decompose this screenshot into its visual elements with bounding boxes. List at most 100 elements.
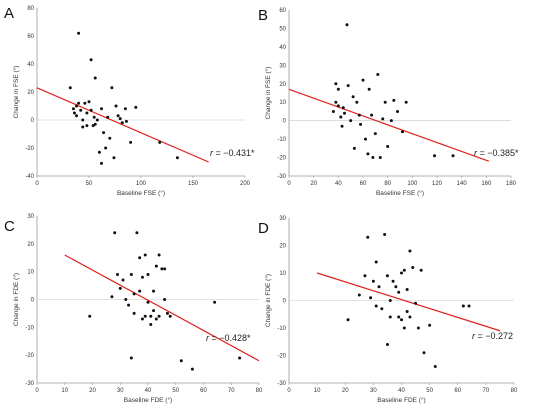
y-tick-label: -40 (25, 174, 34, 180)
data-point (157, 314, 161, 318)
y-tick-label: 60 (279, 8, 286, 14)
data-point (190, 367, 194, 371)
data-point (386, 144, 390, 148)
data-point (81, 125, 85, 129)
y-tick-label: 20 (279, 244, 286, 250)
data-point (154, 317, 158, 321)
x-tick-label: 100 (136, 181, 147, 187)
data-point (381, 117, 385, 121)
data-point (138, 256, 142, 260)
data-point (93, 122, 97, 126)
data-point (392, 98, 396, 102)
data-point (433, 154, 437, 158)
data-point (83, 101, 87, 105)
data-point (99, 107, 103, 111)
x-tick-label: 70 (483, 388, 490, 394)
x-tick-label: 120 (432, 181, 443, 187)
x-tick-label: 60 (200, 388, 207, 394)
data-point (467, 304, 471, 308)
x-axis-label: Baseline FDE (°) (124, 396, 172, 404)
x-tick-label: 30 (117, 388, 124, 394)
correlation-symbol: r (206, 333, 210, 343)
data-point (374, 260, 378, 264)
y-tick-label: 80 (27, 6, 34, 12)
y-axis-label: Change in FSE (°) (264, 67, 272, 120)
data-point (331, 109, 335, 113)
data-point (87, 100, 91, 104)
y-tick-label: 20 (279, 82, 286, 88)
data-point (138, 289, 142, 293)
data-point (397, 315, 401, 319)
data-point (400, 318, 403, 322)
data-point (422, 351, 426, 355)
y-tick-label: -10 (277, 326, 286, 332)
data-point (179, 359, 183, 363)
data-point (71, 107, 75, 111)
data-point (104, 146, 108, 150)
x-tick-label: 50 (86, 181, 93, 187)
data-point (88, 314, 92, 318)
data-point (106, 115, 110, 119)
data-point (361, 78, 365, 82)
data-point (168, 314, 172, 318)
panel-letter: A (4, 5, 14, 22)
data-point (79, 108, 83, 112)
y-tick-label: -20 (277, 354, 286, 360)
data-point (371, 279, 375, 283)
data-point (336, 87, 340, 91)
data-point (118, 286, 122, 290)
x-tick-label: 70 (228, 388, 235, 394)
correlation-label: r = −0.385* (474, 148, 519, 158)
data-point (123, 107, 127, 111)
data-point (389, 119, 393, 123)
data-point (213, 300, 217, 304)
x-tick-label: 0 (287, 181, 291, 187)
data-point (97, 150, 101, 154)
data-point (405, 288, 409, 291)
data-point (238, 356, 242, 360)
data-point (112, 156, 116, 160)
data-point (363, 274, 367, 278)
y-tick-label: 30 (279, 216, 286, 222)
data-point (433, 365, 437, 368)
x-axis-label: Baseline FDE (°) (377, 396, 425, 404)
y-tick-label: 0 (31, 118, 35, 124)
x-tick-label: 50 (172, 388, 179, 394)
data-point (377, 285, 381, 289)
data-point (68, 86, 72, 90)
data-point (81, 118, 85, 122)
data-point (383, 233, 387, 236)
data-point (140, 317, 144, 321)
x-tick-label: 10 (61, 388, 68, 394)
x-tick-label: 0 (287, 388, 291, 394)
y-tick-label: -30 (277, 381, 286, 387)
y-tick-label: 20 (27, 242, 34, 248)
data-point (99, 161, 103, 165)
data-point (114, 104, 118, 108)
data-point (373, 132, 377, 136)
data-point (341, 106, 345, 110)
correlation-value: = −0.428* (209, 333, 251, 343)
data-point (113, 231, 117, 235)
data-point (121, 278, 125, 282)
data-point (346, 84, 350, 88)
data-point (149, 323, 153, 327)
data-point (419, 268, 423, 272)
x-tick-label: 0 (35, 388, 39, 394)
data-point (394, 285, 398, 289)
x-tick-label: 180 (506, 181, 517, 187)
data-point (129, 356, 133, 360)
data-point (408, 315, 412, 319)
y-tick-label: 60 (27, 34, 34, 40)
data-point (77, 31, 81, 35)
data-point (120, 121, 124, 125)
data-point (349, 119, 353, 123)
data-point (163, 267, 167, 271)
x-tick-label: 100 (407, 181, 418, 187)
y-axis-label: Change in FDE (°) (264, 274, 272, 327)
y-tick-label: -30 (277, 174, 286, 180)
x-tick-label: 150 (188, 181, 199, 187)
data-point (154, 264, 158, 268)
